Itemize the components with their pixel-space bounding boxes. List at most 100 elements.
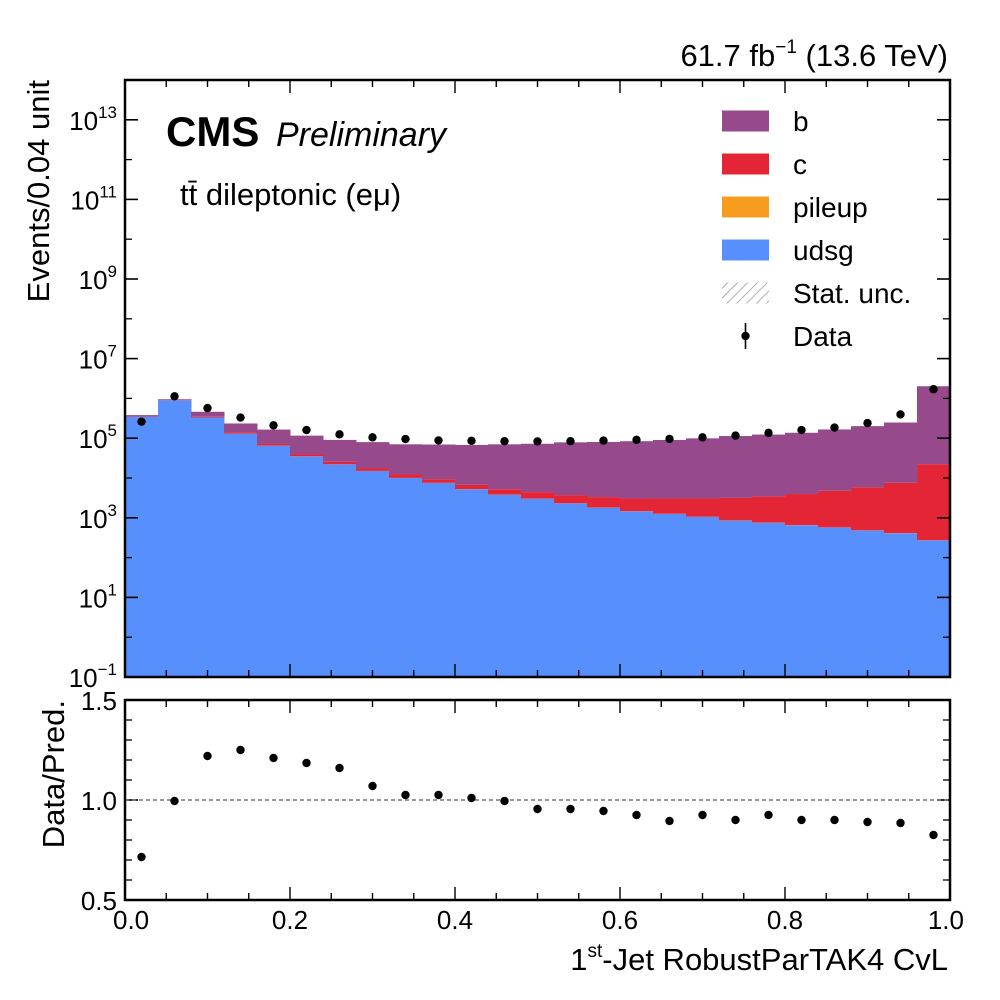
legend: bc pileup udsg Stat. unc. Data: [722, 106, 911, 352]
top-y-tick-label: 103: [79, 501, 117, 534]
bar-c-bin-17: [686, 498, 720, 517]
x-tick-label: 0.0: [113, 905, 149, 935]
x-tick-label: 0.6: [602, 905, 638, 935]
data-point-1: [170, 392, 179, 401]
bar-udsg-bin-1: [158, 400, 192, 677]
x-tick-label: 0.8: [767, 905, 803, 935]
ratio-point-6: [335, 763, 344, 773]
data-point-3: [236, 413, 245, 422]
bar-b-bin-7: [356, 442, 390, 469]
x-tick-label: 1.0: [928, 905, 964, 935]
bar-b-bin-2: [191, 411, 225, 417]
bar-udsg-bin-19: [752, 522, 786, 677]
bar-b-bin-6: [323, 439, 357, 462]
bar-udsg-bin-8: [389, 478, 423, 677]
bar-c-bin-11: [488, 489, 522, 495]
bar-udsg-bin-24: [917, 540, 950, 677]
top-y-tick-label: 1013: [69, 103, 117, 136]
bar-c-bin-7: [356, 468, 390, 471]
bar-c-bin-4: [257, 443, 291, 446]
bar-udsg-bin-13: [554, 503, 588, 677]
bar-b-bin-13: [554, 442, 588, 496]
bar-c-bin-5: [290, 454, 324, 457]
data-point-11: [500, 437, 509, 446]
legend-swatch-udsg: [722, 239, 769, 261]
bar-udsg-bin-17: [686, 516, 720, 677]
data-point-20: [797, 425, 806, 435]
bar-c-bin-3: [224, 432, 258, 434]
x-tick-label: 0.2: [272, 905, 308, 935]
preliminary-label: Preliminary: [276, 116, 448, 154]
ratio-point-23: [896, 818, 905, 828]
bar-c-bin-15: [620, 498, 654, 512]
top-y-axis-label: Events/0.04 unit: [21, 80, 56, 303]
bar-c-bin-24: [917, 464, 950, 541]
stacked-histogram: [125, 386, 950, 677]
top-y-tick-label: 105: [79, 421, 117, 454]
ratio-point-10: [467, 793, 476, 803]
bar-b-bin-21: [818, 429, 852, 491]
legend-swatch-unc: [722, 282, 769, 304]
data-point-0: [137, 417, 146, 426]
ratio-point-11: [500, 796, 509, 806]
top-y-tick-label: 101: [79, 580, 117, 613]
bar-b-bin-24: [917, 386, 950, 465]
data-point-4: [269, 421, 278, 430]
bar-b-bin-14: [587, 441, 621, 498]
bar-c-bin-12: [521, 492, 555, 499]
bar-udsg-bin-10: [455, 489, 489, 677]
top-y-tick-label: 107: [79, 342, 117, 375]
bar-b-bin-15: [620, 441, 654, 499]
ratio-point-0: [137, 852, 146, 862]
bar-b-bin-20: [785, 432, 819, 495]
data-point-8: [401, 434, 410, 444]
ratio-point-13: [566, 804, 575, 814]
bar-udsg-bin-9: [422, 482, 456, 677]
ratio-point-5: [302, 758, 311, 768]
cms-label: CMS: [166, 108, 259, 155]
bar-c-bin-23: [884, 482, 918, 534]
ratio-panel-frame: [123, 698, 952, 902]
bar-udsg-bin-3: [224, 433, 258, 677]
data-point-15: [632, 435, 641, 445]
data-point-12: [533, 437, 542, 446]
ratio-point-7: [368, 781, 377, 791]
data-point-6: [335, 430, 344, 439]
bar-b-bin-9: [422, 444, 456, 480]
top-y-tick-label: 1011: [70, 182, 117, 215]
top-y-tick-label: 109: [79, 262, 117, 295]
ratio-point-20: [797, 815, 806, 825]
data-point-5: [302, 425, 311, 435]
bar-udsg-bin-14: [587, 507, 621, 677]
bar-udsg-bin-0: [125, 416, 159, 677]
data-point-13: [566, 437, 575, 446]
data-point-14: [599, 436, 608, 445]
bar-b-bin-11: [488, 444, 522, 490]
bar-b-bin-23: [884, 422, 918, 483]
bar-c-bin-14: [587, 497, 621, 508]
data-points: [137, 385, 938, 446]
ratio-point-8: [401, 790, 410, 800]
data-point-19: [764, 428, 773, 438]
ratio-point-16: [665, 816, 674, 826]
data-point-21: [830, 423, 839, 432]
channel-label: tt̄ dileptonic (eμ): [180, 177, 401, 212]
bar-udsg-bin-7: [356, 470, 390, 677]
x-axis-label-prefix: 1: [570, 942, 587, 977]
ratio-point-1: [170, 796, 179, 806]
bar-c-bin-20: [785, 494, 819, 526]
bar-udsg-bin-23: [884, 533, 918, 677]
legend-swatch-b: [722, 110, 769, 132]
data-point-23: [896, 410, 905, 419]
bar-udsg-bin-15: [620, 511, 654, 677]
ratio-point-4: [269, 753, 278, 763]
top-panel-frame: [123, 78, 952, 679]
bar-b-bin-4: [257, 429, 291, 444]
bar-b-bin-16: [653, 440, 687, 499]
ratio-point-3: [236, 745, 245, 755]
ratio-axis-ticks: 0.5 1.0 1.5 0.0 0.2 0.4 0.6 0.8 1.0: [81, 686, 964, 935]
ratio-point-15: [632, 810, 641, 820]
ratio-point-22: [863, 817, 872, 827]
bar-udsg-bin-20: [785, 525, 819, 677]
